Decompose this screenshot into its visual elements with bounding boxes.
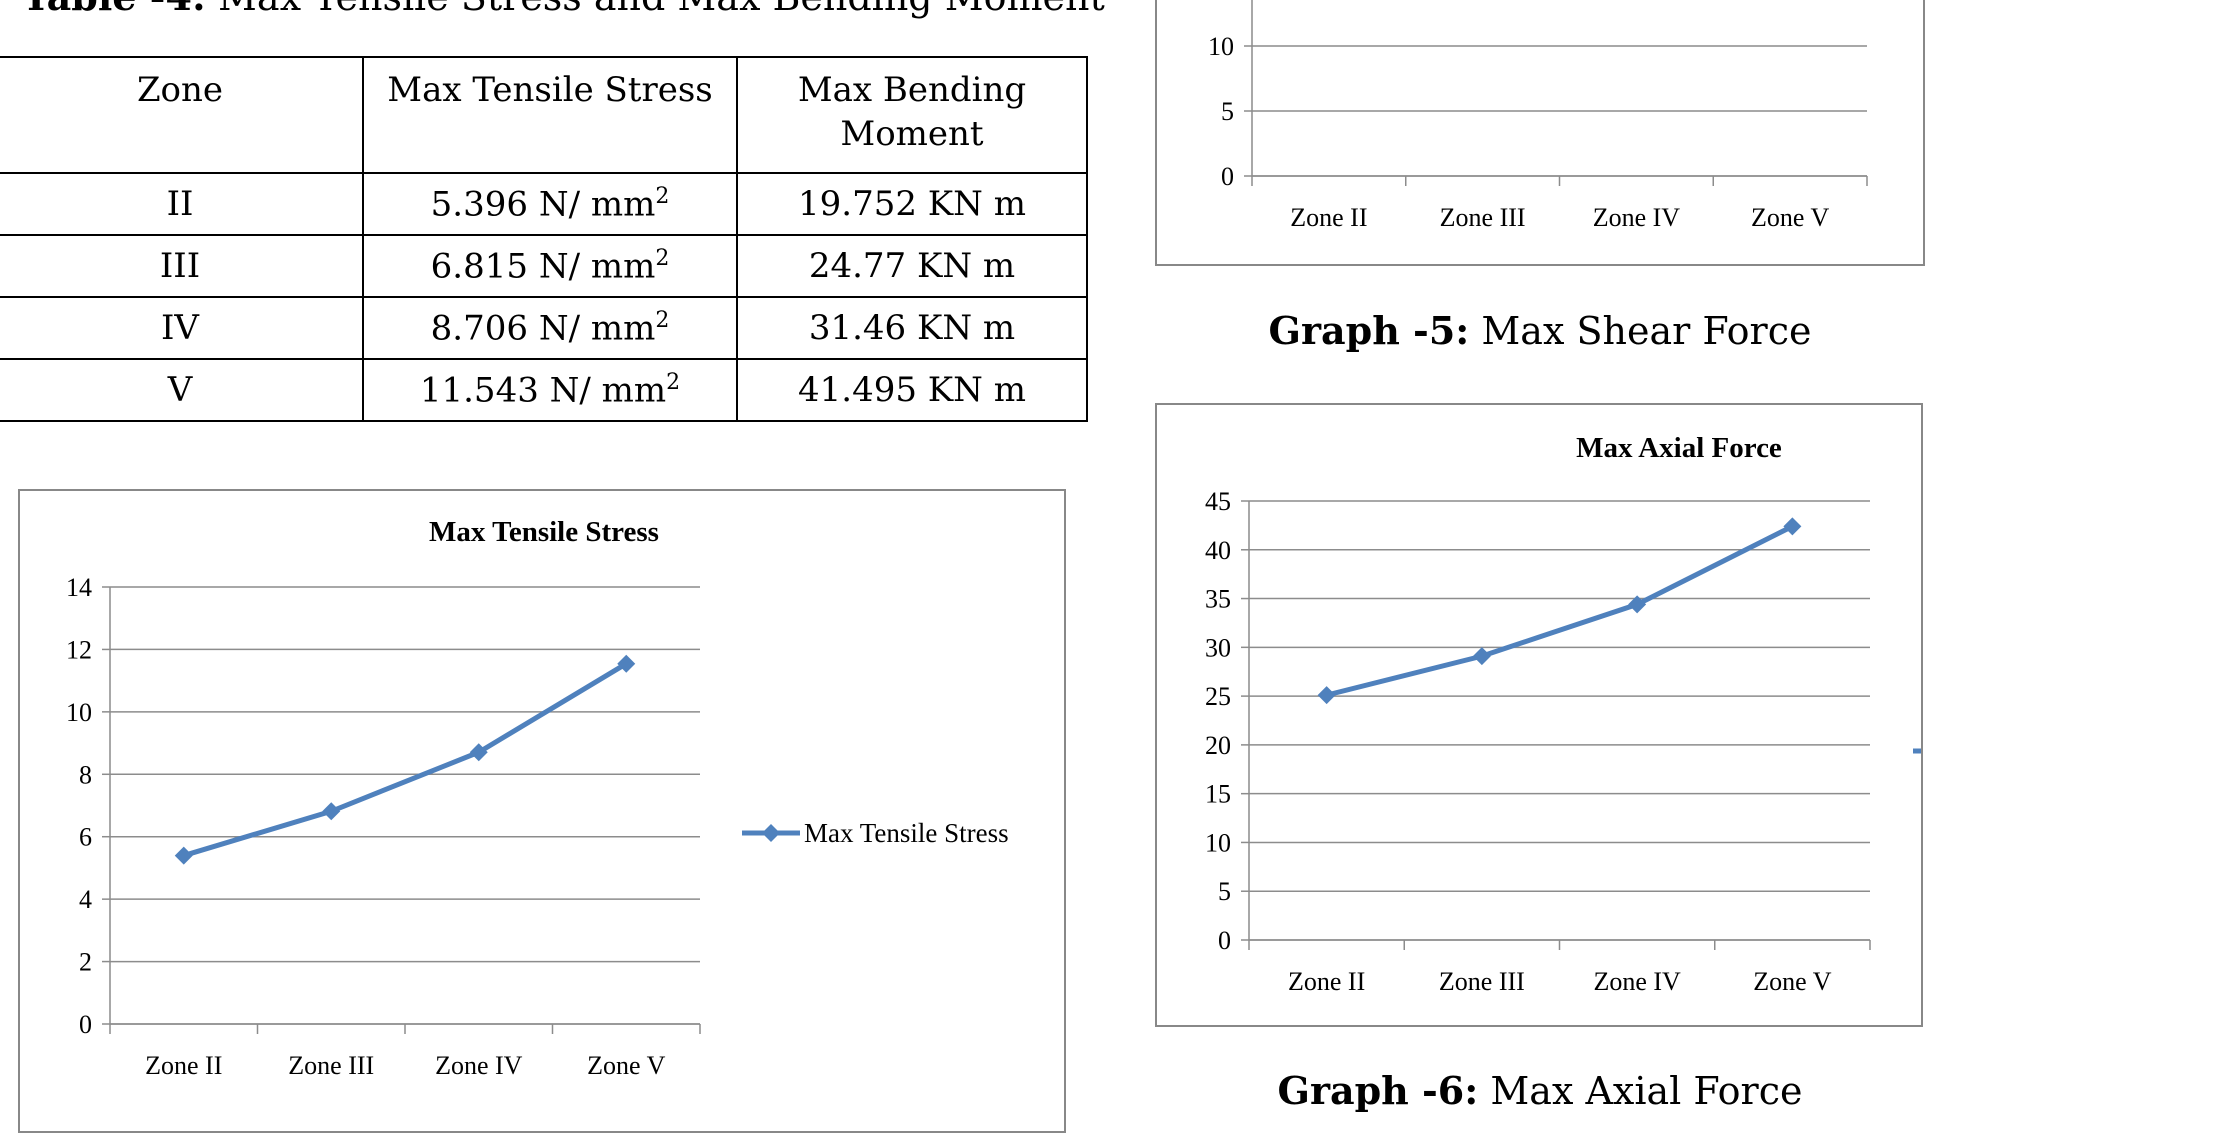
y-tick-label: 20 (1205, 731, 1231, 760)
chart-title: Max Tensile Stress (429, 516, 659, 548)
x-tick-label: Zone II (1290, 203, 1367, 232)
y-tick-label: 40 (1205, 536, 1231, 565)
data-point (469, 743, 488, 762)
graph5-caption-title: Max Shear Force (1481, 309, 1812, 353)
y-tick-label: 6 (79, 823, 92, 852)
cell-stress: 6.815 N/ mm2 (362, 234, 738, 298)
header-max-tensile-stress: Max Tensile Stress (362, 56, 738, 174)
table-row: II 5.396 N/ mm2 19.752 KN m (0, 172, 1088, 236)
x-tick-label: Zone V (587, 1051, 665, 1080)
header-max-bending-moment: Max Bending Moment (736, 56, 1088, 174)
chart-title: Max Axial Force (1576, 432, 1782, 464)
x-tick-label: Zone III (1440, 203, 1526, 232)
data-point (617, 654, 636, 673)
chart-tensile-stress-frame: Max Tensile Stress 0 2 4 6 8 10 12 14 Zone II Zone… (18, 489, 1066, 1133)
y-tick-label: 4 (79, 885, 92, 914)
y-tick-label: 0 (1221, 162, 1234, 191)
x-tick-label: Zone II (1288, 967, 1365, 996)
chart-axial-force-frame: Max Axial Force 0 5 10 15 20 25 30 35 40 45 Zone II… (1155, 403, 2158, 1027)
series-line (1326, 524, 1794, 698)
x-tick-label: Zone IV (435, 1051, 523, 1080)
cell-moment: 31.46 KN m (736, 296, 1088, 360)
y-tick-label: 10 (1208, 32, 1234, 61)
chart-tensile-stress: Max Tensile Stress 0 2 4 6 8 10 12 14 Zone II Zone… (66, 516, 1009, 1080)
table-row: IV 8.706 N/ mm2 31.46 KN m (0, 296, 1088, 360)
legend-marker (762, 824, 780, 842)
x-tick-label: Zone III (1439, 967, 1525, 996)
y-tick-label: 30 (1205, 633, 1231, 662)
cell-zone: V (0, 358, 364, 422)
y-tick-label: 0 (79, 1010, 92, 1039)
data-point (174, 846, 193, 865)
cell-zone: IV (0, 296, 364, 360)
table-header-row: Zone Max Tensile Stress Max Bending Mome… (0, 56, 1088, 174)
table-heading: Table -4: Max Tensile Stress and Max Ben… (22, 0, 1105, 19)
y-tick-label: 5 (1218, 877, 1231, 906)
y-tick-label: 14 (66, 573, 92, 602)
graph6-caption: Graph -6: Max Axial Force (1155, 1068, 1925, 1113)
graph5-caption: Graph -5: Max Shear Force (1155, 308, 1925, 353)
graph6-caption-label: Graph -6: (1277, 1068, 1479, 1113)
y-tick-label: 12 (66, 635, 92, 664)
y-tick-label: 5 (1221, 97, 1234, 126)
graph5-caption-label: Graph -5: (1268, 308, 1470, 353)
y-tick-label: 45 (1205, 487, 1231, 516)
chart-axial-force: Max Axial Force 0 5 10 15 20 25 30 35 40 45 Zone II… (1205, 432, 2158, 996)
data-point (1317, 686, 1336, 705)
cell-stress: 11.543 N/ mm2 (362, 358, 738, 422)
header-zone: Zone (0, 56, 364, 174)
y-tick-label: 10 (1205, 828, 1231, 857)
y-tick-label: 25 (1205, 682, 1231, 711)
cell-moment: 24.77 KN m (736, 234, 1088, 298)
cell-stress: 8.706 N/ mm2 (362, 296, 738, 360)
x-tick-label: Zone II (145, 1051, 222, 1080)
legend-label: Max Tensile Stress (804, 818, 1009, 848)
series-line (183, 661, 628, 858)
x-tick-label: Zone IV (1593, 203, 1681, 232)
x-tick-label: Zone III (288, 1051, 374, 1080)
y-tick-label: 0 (1218, 926, 1231, 955)
data-point (1628, 595, 1647, 614)
y-tick-label: 2 (79, 948, 92, 977)
cell-zone: II (0, 172, 364, 236)
x-tick-label: Zone IV (1593, 967, 1681, 996)
cell-stress: 5.396 N/ mm2 (362, 172, 738, 236)
cell-moment: 41.495 KN m (736, 358, 1088, 422)
table-row: III 6.815 N/ mm2 24.77 KN m (0, 234, 1088, 298)
table-heading-title: Max Tensile Stress and Max Bending Momen… (218, 0, 1105, 19)
graph6-caption-title: Max Axial Force (1490, 1069, 1803, 1113)
y-tick-label: 15 (1205, 780, 1231, 809)
y-tick-label: 10 (66, 698, 92, 727)
x-tick-label: Zone V (1753, 967, 1831, 996)
stress-moment-table: Zone Max Tensile Stress Max Bending Mome… (0, 56, 1088, 422)
y-tick-label: 8 (79, 760, 92, 789)
cell-moment: 19.752 KN m (736, 172, 1088, 236)
y-tick-label: 35 (1205, 585, 1231, 614)
x-tick-label: Zone V (1751, 203, 1829, 232)
cell-zone: III (0, 234, 364, 298)
table-heading-label: Table -4: (22, 0, 206, 19)
data-point (322, 802, 341, 821)
data-point (1472, 647, 1491, 666)
data-point (1783, 517, 1802, 536)
table-row: V 11.543 N/ mm2 41.495 KN m (0, 358, 1088, 422)
